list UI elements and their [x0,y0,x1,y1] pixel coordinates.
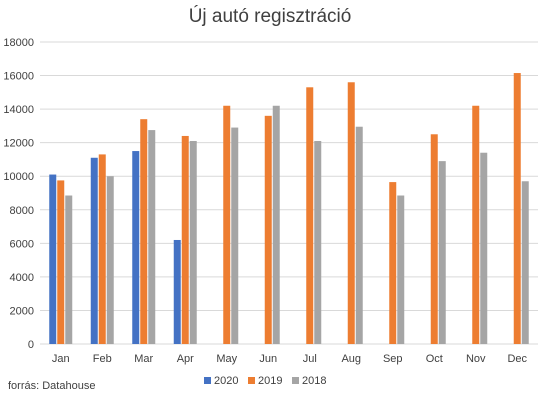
bar-2019-nov [472,105,480,344]
bar-2019-may [223,105,231,344]
legend-swatch-2018 [292,377,299,384]
x-tick-label: Aug [341,353,361,365]
legend: 2020 2019 2018 [204,375,326,387]
bar-2019-sep [389,182,397,344]
y-tick-label: 12000 [3,138,34,150]
bar-2018-jun [272,105,280,344]
legend-label-2018: 2018 [302,375,326,387]
x-tick-label: Mar [134,353,153,365]
x-tick-label: Apr [177,353,194,365]
bar-2018-apr [189,140,197,344]
bar-2018-oct [438,161,446,344]
y-tick-label: 2000 [10,305,34,317]
y-tick-label: 10000 [3,171,34,183]
y-tick-label: 8000 [10,205,34,217]
x-tick-label: Jun [259,353,277,365]
bar-2018-sep [397,195,405,344]
bar-2019-dec [513,73,521,345]
bar-2018-feb [106,176,114,344]
y-tick-label: 18000 [3,37,34,49]
x-tick-label: Jul [303,353,317,365]
y-tick-label: 4000 [10,272,34,284]
bar-2019-mar [140,119,148,344]
bar-2019-jun [264,115,272,344]
bar-2018-jan [65,195,73,344]
bar-2018-aug [355,126,363,344]
x-axis-tick-labels: Jan Feb Mar Apr May Jun Jul Aug Sep Oct Nov Dec [52,353,528,365]
y-tick-label: 16000 [3,71,34,83]
x-tick-label: Nov [466,353,486,365]
bar-2020-mar [132,151,140,344]
x-tick-label: Sep [383,353,403,365]
bar-2019-jan [57,180,65,344]
bar-2019-oct [430,134,438,344]
legend-label-2020: 2020 [214,375,238,387]
x-tick-label: Feb [93,353,112,365]
bar-2020-jan [49,174,57,344]
bar-2019-apr [181,135,189,344]
chart-title: Új autó regisztráció [189,5,352,27]
y-tick-label: 14000 [3,104,34,116]
bar-2018-dec [521,181,529,344]
legend-label-2019: 2019 [258,375,282,387]
x-tick-label: Jan [52,353,70,365]
source-note: forrás: Datahouse [8,380,95,392]
bar-2018-jul [314,140,322,344]
y-tick-label: 6000 [10,238,34,250]
bars [49,73,529,345]
bar-2019-feb [98,154,106,344]
x-tick-label: Dec [507,353,527,365]
x-tick-label: Oct [426,353,443,365]
bar-2020-apr [173,239,181,344]
bar-2018-nov [480,152,488,344]
bar-2020-feb [90,157,98,344]
legend-swatch-2020 [204,377,211,384]
legend-swatch-2019 [248,377,255,384]
grid-lines [40,41,538,345]
x-tick-label: May [216,353,237,365]
bar-2019-jul [306,87,314,345]
y-tick-label: 0 [28,339,34,351]
y-axis-tick-labels: 0 2000 4000 6000 8000 10000 12000 14000 16000 180… [3,37,34,351]
bar-2018-mar [148,130,156,344]
bar-2019-aug [347,82,355,345]
bar-2018-may [231,127,239,344]
